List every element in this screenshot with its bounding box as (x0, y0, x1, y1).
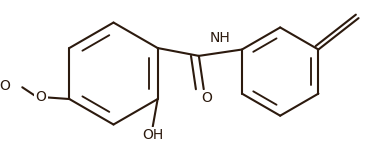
Text: O: O (0, 79, 11, 93)
Text: O: O (35, 90, 46, 104)
Text: O: O (201, 91, 212, 105)
Text: OH: OH (142, 128, 163, 142)
Text: NH: NH (210, 31, 231, 45)
